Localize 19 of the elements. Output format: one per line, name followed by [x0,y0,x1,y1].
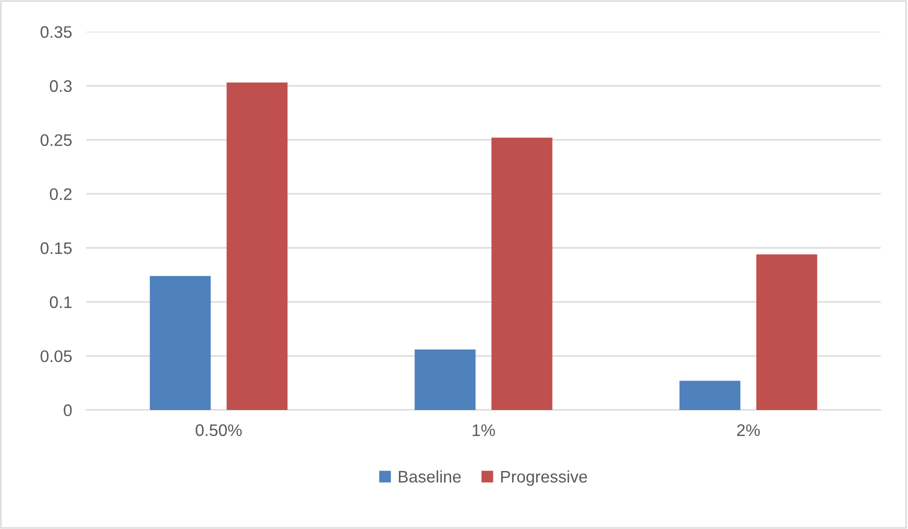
y-tick-label: 0.3 [50,80,72,92]
bar [679,380,740,410]
x-tick-label: 0.50% [196,424,242,436]
bar [150,276,211,410]
bar [756,254,818,410]
y-tick-label: 0 [64,404,72,416]
y-tick-label: 0.1 [50,296,72,308]
y-tick-label: 0.25 [40,134,72,146]
y-tick-label: 0.35 [40,26,72,38]
x-tick-label: 1% [472,424,495,436]
y-tick-label: 0.15 [40,242,72,254]
y-tick-label: 0.2 [50,188,72,200]
y-tick-label: 0.05 [40,350,72,362]
bar [414,349,476,410]
legend-label: Baseline [398,470,461,483]
x-tick-label: 2% [737,424,760,436]
bar [491,138,552,410]
bar [226,82,288,410]
legend-label: Progressive [501,470,588,486]
